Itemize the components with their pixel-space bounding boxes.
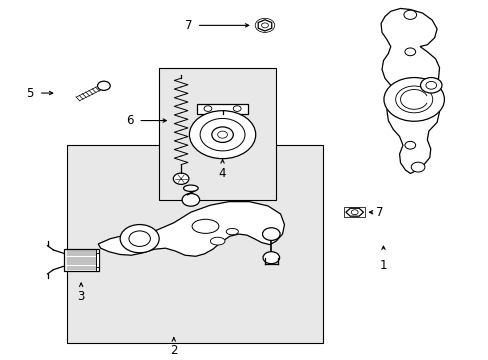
Ellipse shape [226,229,238,235]
Circle shape [261,23,268,28]
Circle shape [410,162,424,172]
Circle shape [120,225,159,253]
Text: 7: 7 [184,19,192,32]
Ellipse shape [183,185,198,192]
Polygon shape [98,202,284,256]
Bar [343,207,365,217]
Circle shape [173,173,188,184]
Circle shape [129,231,150,246]
Text: 7: 7 [376,206,383,219]
Circle shape [350,210,357,215]
Circle shape [383,77,444,121]
Circle shape [404,141,415,149]
Polygon shape [345,208,363,216]
Circle shape [263,252,279,264]
Circle shape [420,77,441,93]
Text: 4: 4 [218,167,226,180]
Ellipse shape [210,237,224,245]
Text: 6: 6 [126,114,133,127]
Circle shape [395,86,432,113]
Circle shape [203,106,211,111]
Circle shape [425,81,436,89]
Polygon shape [258,20,271,31]
Circle shape [217,131,227,138]
Circle shape [404,48,415,56]
Polygon shape [380,8,439,174]
Circle shape [211,127,233,143]
Circle shape [255,18,274,32]
Circle shape [200,118,244,151]
Bar [197,104,247,113]
Bar [159,68,276,200]
Circle shape [403,10,416,19]
Circle shape [189,111,255,159]
Text: 5: 5 [26,86,34,100]
Ellipse shape [192,219,219,233]
Circle shape [262,228,280,240]
Text: 2: 2 [170,345,177,357]
Bar [66,145,322,343]
Text: 3: 3 [77,291,84,303]
Bar [96,253,99,267]
Circle shape [182,194,199,206]
Circle shape [97,81,110,90]
Circle shape [233,106,241,111]
Bar [64,248,99,271]
Text: 1: 1 [379,259,386,272]
